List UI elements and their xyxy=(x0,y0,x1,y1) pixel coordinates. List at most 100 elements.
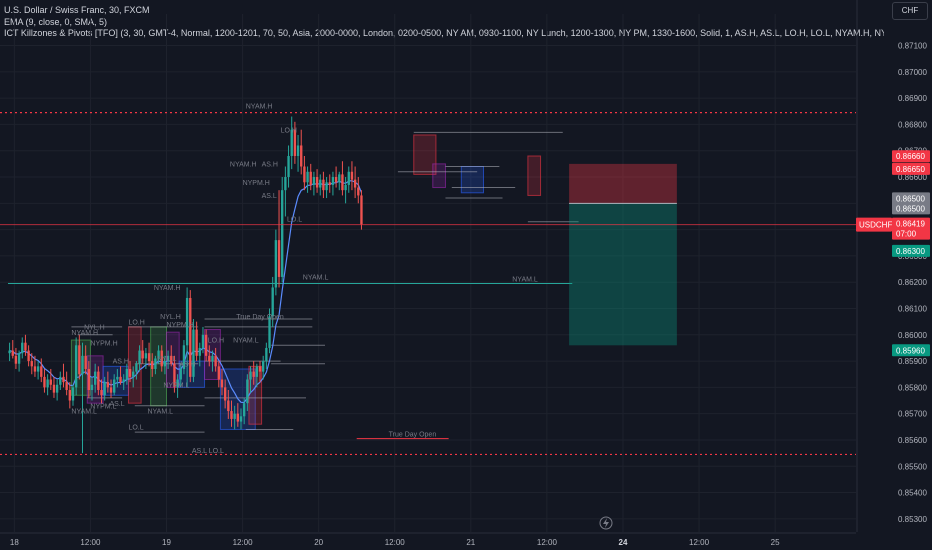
candle-body xyxy=(176,379,179,388)
candle-body xyxy=(141,350,144,359)
candle-body xyxy=(274,240,278,288)
price-badge xyxy=(892,344,930,357)
candle-body xyxy=(265,347,268,362)
candle-body xyxy=(43,376,46,388)
time-tick-label: 25 xyxy=(771,538,780,547)
candle-body xyxy=(74,345,78,388)
stop-loss-zone xyxy=(569,163,677,204)
candle-body xyxy=(328,182,331,185)
price-badge xyxy=(892,244,930,257)
candle-body xyxy=(132,371,135,377)
candle-body xyxy=(233,413,236,419)
candle-body xyxy=(62,376,65,383)
session-zone xyxy=(527,155,542,196)
candle-body xyxy=(84,355,87,369)
candles xyxy=(8,116,363,454)
candle-body xyxy=(211,355,214,362)
pivot-label: LO.L xyxy=(287,217,302,224)
candle-body xyxy=(198,347,201,356)
candle-body xyxy=(21,342,24,354)
symbol-title[interactable]: U.S. Dollar / Swiss Franc, 30, FXCM xyxy=(4,5,150,15)
price-tick-label: 0.86600 xyxy=(898,173,927,182)
pivot-label: NYPM.L xyxy=(163,382,189,389)
candle-body xyxy=(223,387,227,401)
candle-body xyxy=(315,177,319,188)
price-axis: 0.871000.870000.869000.868000.867000.866… xyxy=(898,42,927,524)
price-badge-label: 0.86500 xyxy=(896,194,925,203)
ema-indicator-legend[interactable]: EMA (9, close, 0, SMA, 5) xyxy=(4,17,108,27)
candle-body xyxy=(46,379,49,388)
candle-body xyxy=(100,390,103,396)
price-badge-label: 0.86300 xyxy=(896,247,925,256)
candle-body xyxy=(350,171,354,180)
candle-body xyxy=(236,413,240,422)
candle-body xyxy=(119,376,122,383)
pivot-label: NYPM.H xyxy=(243,180,270,187)
candle-body xyxy=(36,366,40,372)
time-tick-label: 12:00 xyxy=(689,538,710,547)
pivot-label: NYAM.L xyxy=(147,409,173,416)
pivot-label: True Day Open xyxy=(236,314,284,321)
candle-body xyxy=(49,379,52,385)
session-zone xyxy=(460,166,484,194)
candle-body xyxy=(246,379,249,404)
session-zone xyxy=(413,134,437,175)
candle-body xyxy=(303,166,306,183)
pivot-label: NYAM.H xyxy=(230,162,257,169)
candle-body xyxy=(312,177,316,185)
symbol-badge-label: USDCHF xyxy=(859,221,892,230)
pivot-label: NYAM.L xyxy=(303,275,329,282)
pivot-label: NYL.L xyxy=(157,356,177,363)
pivot-label: AS.H xyxy=(262,162,278,169)
session-zone xyxy=(166,331,180,388)
price-tick-label: 0.86900 xyxy=(898,94,927,103)
candle-body xyxy=(14,355,18,364)
price-tick-label: 0.85900 xyxy=(898,357,927,366)
candle-body xyxy=(277,240,281,277)
candle-body xyxy=(322,179,325,191)
candle-body xyxy=(24,342,27,351)
session-zone xyxy=(432,163,446,189)
pivot-label: AS.L xyxy=(262,193,277,200)
pivot-label: LO.H xyxy=(208,338,224,345)
candle-body xyxy=(8,350,11,354)
candle-body xyxy=(125,368,129,380)
candle-body xyxy=(344,184,347,191)
currency-button[interactable]: CHF xyxy=(892,2,928,20)
candle-body xyxy=(182,345,186,369)
candle-body xyxy=(262,361,265,372)
candle-body xyxy=(163,361,167,367)
pivot-label: AS.H xyxy=(113,359,129,366)
candle-body xyxy=(284,177,287,191)
candle-body xyxy=(271,287,274,317)
price-badge xyxy=(892,162,930,175)
time-tick-label: 19 xyxy=(162,538,171,547)
candle-body xyxy=(309,171,312,185)
candle-body xyxy=(90,384,94,391)
candle-body xyxy=(353,179,357,188)
pivot-label: NYAM.L xyxy=(71,409,97,416)
candle-body xyxy=(157,350,160,359)
ict-indicator-legend[interactable]: ICT Killzones & Pivots [TFO] (3, 30, GMT… xyxy=(4,28,884,38)
candle-body xyxy=(103,382,106,396)
take-profit-zone xyxy=(569,203,677,346)
candle-body xyxy=(185,297,189,346)
candle-body xyxy=(357,187,360,196)
symbol-badge xyxy=(856,217,892,232)
candle-body xyxy=(239,416,243,422)
candle-body xyxy=(135,363,138,372)
pivot-label: AS.L LO.L xyxy=(192,448,224,455)
price-tick-label: 0.85500 xyxy=(898,462,927,471)
candle-body xyxy=(109,387,113,393)
pivot-label: NYAM.L xyxy=(233,338,259,345)
pivot-label: NYAM.H xyxy=(71,330,98,337)
candle-body xyxy=(242,403,246,417)
pivot-label: NYAM.H xyxy=(246,104,273,111)
lightning-icon[interactable] xyxy=(599,516,613,530)
candle-body xyxy=(334,177,338,183)
candle-body xyxy=(214,355,217,367)
candle-body xyxy=(87,368,91,391)
candle-body xyxy=(306,171,309,183)
time-tick-label: 24 xyxy=(619,538,628,547)
